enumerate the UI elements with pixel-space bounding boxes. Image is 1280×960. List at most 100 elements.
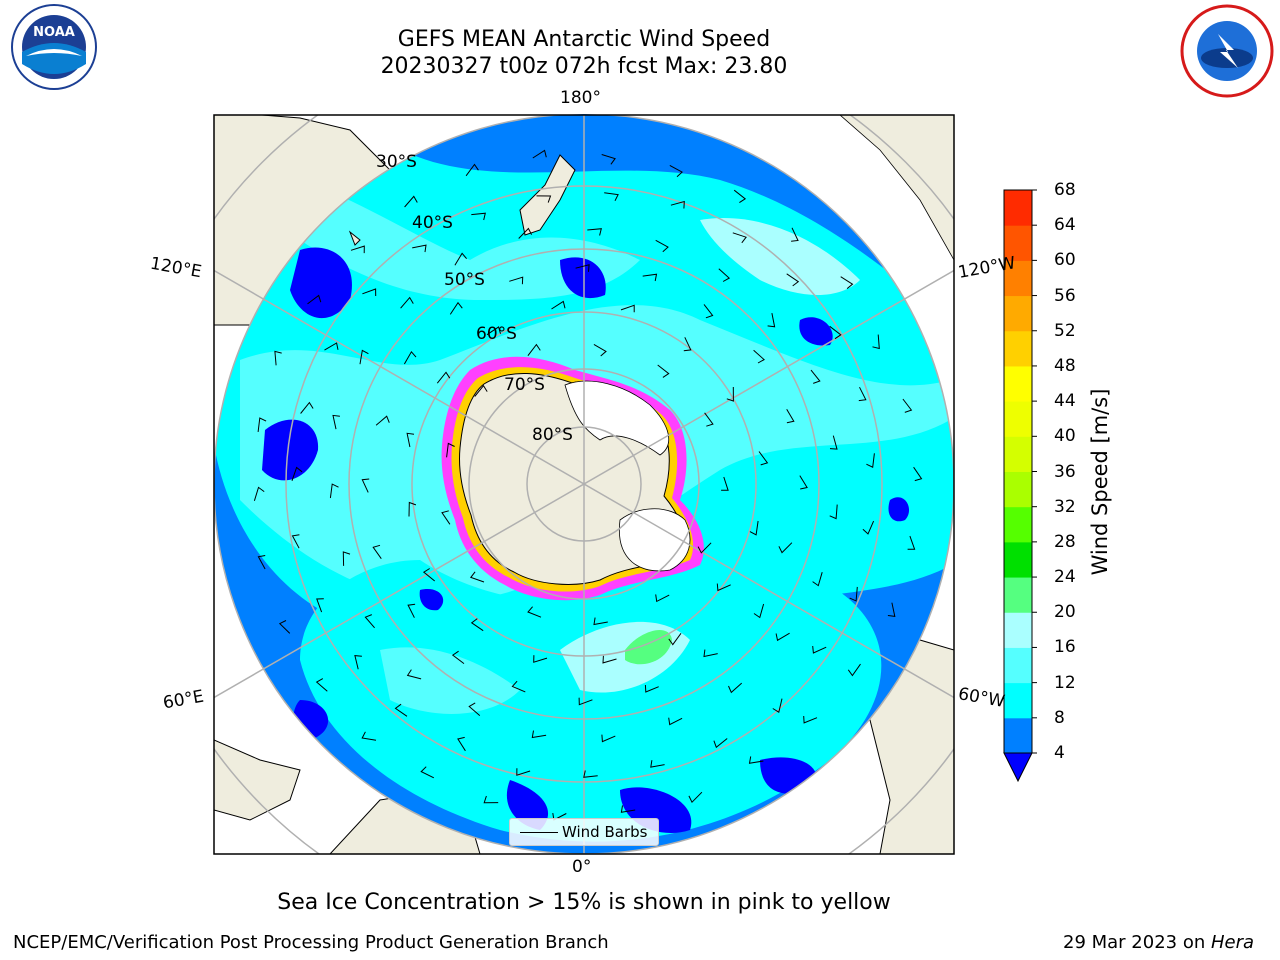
wind-barb: [849, 586, 858, 602]
wind-barb: [509, 276, 524, 285]
lon-label-0: 0°: [572, 857, 592, 877]
wind-barb: [866, 453, 875, 468]
wind-barb: [829, 325, 842, 340]
lat-label-50s: 50°S: [444, 270, 485, 290]
wind-barb: [758, 451, 769, 466]
wind-barb: [483, 795, 499, 804]
wind-barb: [332, 414, 340, 430]
wind-barb: [620, 304, 635, 313]
noaa-logo-icon: NOAA: [11, 4, 97, 90]
colorbar-tick-label: 20: [1054, 602, 1076, 623]
wind-barb: [511, 680, 526, 693]
map-subtitle: 20230327 t00z 072h fcst Max: 23.80: [380, 54, 788, 79]
wind-barb: [527, 343, 541, 357]
wind-barb: [350, 245, 365, 254]
wind-barb: [887, 602, 896, 617]
wind-barb: [394, 703, 408, 717]
colorbar-tick-label: 44: [1054, 391, 1076, 412]
wind-barb: [803, 715, 818, 724]
wind-barb: [362, 288, 377, 297]
wind-barb: [329, 483, 339, 499]
wind-barb: [536, 195, 552, 203]
wind-barb: [642, 273, 658, 282]
wind-barb: [683, 337, 692, 352]
wind-barb: [716, 583, 731, 592]
wind-barb: [718, 268, 731, 282]
wind-barb: [669, 164, 683, 178]
wind-barb: [291, 466, 303, 481]
colorbar-tick-label: 12: [1054, 672, 1076, 693]
wind-barb: [449, 301, 463, 315]
colorbar-tick-label: 16: [1054, 637, 1076, 658]
wind-barb: [446, 442, 455, 458]
wind-barb: [354, 655, 362, 670]
wind-barb: [359, 349, 369, 365]
lon-label-180: 180°: [560, 88, 601, 108]
wind-barb: [778, 542, 793, 554]
wind-barb: [799, 475, 808, 490]
wind-barb: [469, 571, 485, 583]
wind-barb: [400, 296, 414, 309]
wind-barb: [593, 343, 607, 357]
colorbar-tick-label: 56: [1054, 285, 1076, 306]
machine-name: Hera: [1210, 932, 1255, 953]
wind-barb: [375, 415, 390, 426]
wind-barb: [532, 149, 547, 159]
wind-barb: [753, 349, 765, 364]
colorbar-segment: [1004, 541, 1032, 578]
wind-barb: [486, 326, 501, 336]
svg-text:NOAA: NOAA: [33, 25, 75, 40]
wind-barb: [688, 791, 703, 804]
wind-barb: [307, 294, 322, 305]
wind-barb: [364, 614, 375, 629]
colorbar-segment: [1004, 471, 1032, 508]
wind-barb: [791, 227, 799, 242]
wind-barbs-legend: Wind Barbs: [509, 818, 659, 846]
map-frame: [213, 114, 955, 855]
wind-barb: [703, 304, 714, 319]
wind-barb: [474, 384, 488, 397]
wind-barb: [324, 342, 339, 351]
wind-barb: [593, 617, 608, 626]
wind-barb: [726, 386, 734, 402]
wind-barb: [668, 717, 683, 726]
graticule: [214, 115, 954, 854]
colorbar: [1003, 189, 1037, 783]
wind-barb: [829, 435, 838, 450]
wind-barb: [775, 632, 790, 642]
wind-barb: [575, 264, 590, 272]
wind-barb: [772, 698, 783, 713]
wind-barb: [468, 702, 481, 716]
nws-logo-icon: [1180, 4, 1274, 98]
wind-barb: [441, 510, 451, 525]
wind-barb: [578, 697, 593, 706]
wind-barb: [451, 650, 465, 664]
wind-barb: [408, 501, 417, 517]
wind-barb: [670, 200, 685, 209]
date-label: 29 Mar 2023 on: [1063, 932, 1211, 953]
colorbar-segment: [1004, 295, 1032, 332]
wind-barb: [829, 504, 838, 520]
colorbar-extend-arrow: [1003, 752, 1033, 783]
wind-barb: [644, 684, 659, 693]
wind-barb: [436, 371, 451, 384]
date-text: 29 Mar 2023 on Hera: [1063, 932, 1254, 953]
colorbar-tick-label: 4: [1054, 743, 1065, 763]
wind-barb: [786, 273, 800, 287]
colorbar-tick-label: 60: [1054, 250, 1076, 271]
wind-barb: [728, 682, 743, 694]
wind-barb: [697, 542, 712, 554]
wind-barb: [601, 154, 616, 165]
wind-barb: [733, 189, 747, 204]
wind-barb: [300, 401, 314, 414]
wind-barb: [703, 649, 718, 658]
wind-barb: [657, 364, 670, 378]
wind-barb: [412, 244, 427, 253]
wind-barb: [253, 486, 265, 501]
colorbar-segment: [1004, 225, 1032, 261]
wind-barb: [361, 478, 370, 493]
wind-barb: [704, 412, 714, 427]
lat-label-40s: 40°S: [412, 213, 453, 233]
wind-barb: [471, 212, 486, 221]
